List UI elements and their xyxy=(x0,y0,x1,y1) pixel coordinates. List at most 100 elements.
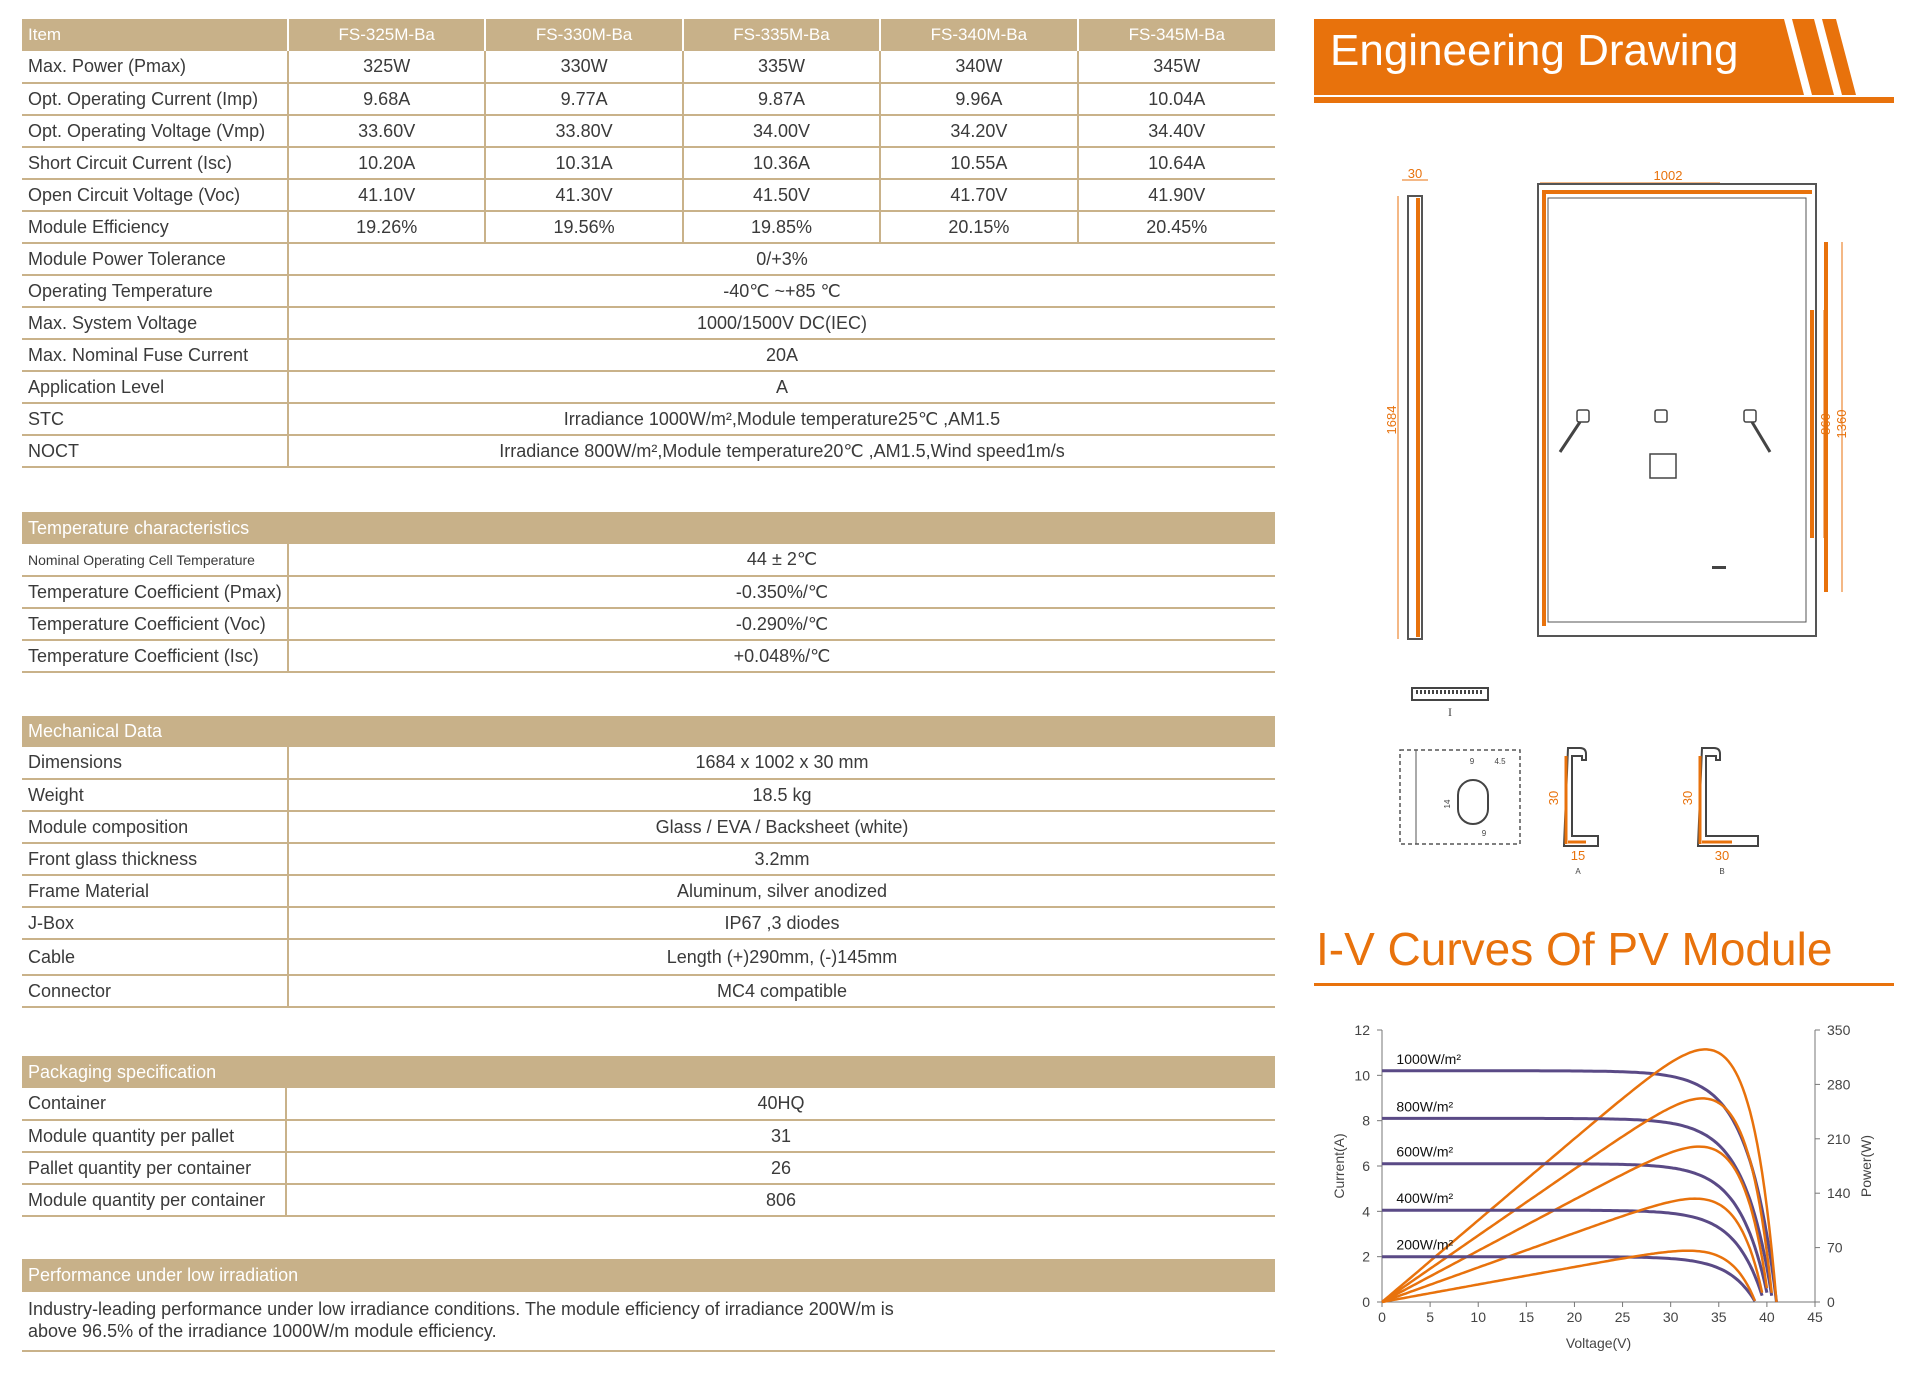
table-row: Module quantity per container 806 xyxy=(22,1184,1275,1217)
y2-tick-label: 280 xyxy=(1827,1076,1851,1092)
section-title: Mechanical Data xyxy=(22,716,288,747)
cell: 41.90V xyxy=(1076,179,1275,212)
cell: 10.64A xyxy=(1076,147,1275,180)
cell: 340W xyxy=(879,51,1078,84)
engineering-title: Engineering Drawing xyxy=(1330,26,1739,75)
cell: 44 ± 2℃ xyxy=(287,544,1275,577)
dim-860: 860 xyxy=(1818,413,1833,435)
series-label: 1000W/m² xyxy=(1396,1051,1461,1067)
cell: 20.15% xyxy=(879,211,1078,244)
profile-a-height: 30 xyxy=(1546,791,1561,805)
detail-9b: 9 xyxy=(1482,829,1487,838)
header-cell: FS-340M-Ba xyxy=(879,19,1078,51)
table-row: Max. System Voltage 1000/1500V DC(IEC) xyxy=(22,307,1275,340)
iv-curve xyxy=(1382,1116,1774,1297)
header-cell: Item xyxy=(22,19,288,51)
cell: A xyxy=(287,371,1275,404)
x-tick-label: 10 xyxy=(1470,1309,1486,1325)
packaging-table: Packaging specification Container 40HQ M… xyxy=(22,1056,1275,1217)
divider xyxy=(22,1350,1275,1352)
header-cell: FS-345M-Ba xyxy=(1076,19,1275,51)
row-label: Front glass thickness xyxy=(22,843,288,876)
performance-line-1: Industry-leading performance under low i… xyxy=(28,1299,894,1319)
x-tick-label: 0 xyxy=(1378,1309,1386,1325)
table-row: Operating Temperature -40℃ ~+85 ℃ xyxy=(22,275,1275,308)
table-row: STC Irradiance 1000W/m²,Module temperatu… xyxy=(22,403,1275,436)
row-label: Weight xyxy=(22,779,288,812)
row-label: Frame Material xyxy=(22,875,288,908)
cell: 41.50V xyxy=(681,179,881,212)
iv-curve xyxy=(1382,1255,1757,1302)
table-row: J-Box IP67 ,3 diodes xyxy=(22,907,1275,940)
x-tick-label: 15 xyxy=(1519,1309,1535,1325)
y-tick-label: 4 xyxy=(1362,1203,1370,1219)
y2-axis-label: Power(W) xyxy=(1858,1135,1874,1197)
engineering-banner xyxy=(1314,19,1894,103)
x-tick-label: 35 xyxy=(1711,1309,1727,1325)
section-header: Packaging specification xyxy=(22,1056,1275,1088)
table-row: Cable Length (+)290mm, (-)145mm xyxy=(22,939,1275,976)
y-tick-label: 0 xyxy=(1362,1294,1370,1310)
cell: 34.00V xyxy=(681,115,881,148)
row-label: Cable xyxy=(22,939,288,976)
profile-a-width: 15 xyxy=(1571,848,1585,863)
row-label: Pallet quantity per container xyxy=(22,1152,286,1185)
performance-text: Industry-leading performance under low i… xyxy=(22,1292,994,1350)
header-cell: FS-335M-Ba xyxy=(681,19,881,51)
cell: 9.68A xyxy=(286,83,486,116)
row-label: Temperature Coefficient (Pmax) xyxy=(22,576,288,609)
x-tick-label: 20 xyxy=(1567,1309,1583,1325)
cell: 41.70V xyxy=(879,179,1078,212)
table-row: Temperature Coefficient (Pmax) -0.350%/℃ xyxy=(22,576,1275,609)
table-row: Short Circuit Current (Isc) 10.20A 10.31… xyxy=(22,147,1275,180)
dim-1360: 1360 xyxy=(1834,410,1849,439)
cell: Glass / EVA / Backsheet (white) xyxy=(287,811,1275,844)
y2-tick-label: 70 xyxy=(1827,1240,1843,1256)
series-label: 800W/m² xyxy=(1396,1098,1453,1114)
row-label: Module composition xyxy=(22,811,288,844)
row-label: Max. System Voltage xyxy=(22,307,288,340)
row-label: Temperature Coefficient (Voc) xyxy=(22,608,288,641)
table-row: Max. Nominal Fuse Current 20A xyxy=(22,339,1275,372)
power-curve xyxy=(1381,1197,1764,1304)
spec-table: Item FS-325M-Ba FS-330M-Ba FS-335M-Ba FS… xyxy=(22,19,1275,468)
iv-curve xyxy=(1382,1208,1764,1297)
row-label: Open Circuit Voltage (Voc) xyxy=(22,179,288,212)
cell: 10.31A xyxy=(484,147,683,180)
row-label: NOCT xyxy=(22,435,288,468)
row-label: Container xyxy=(22,1088,286,1121)
table-row: Nominal Operating Cell Temperature 44 ± … xyxy=(22,544,1275,577)
cell: -0.350%/℃ xyxy=(287,576,1275,609)
cell: 20A xyxy=(287,339,1275,372)
cell: Length (+)290mm, (-)145mm xyxy=(287,939,1275,976)
cell: 19.56% xyxy=(484,211,683,244)
y-tick-label: 12 xyxy=(1354,1022,1370,1038)
dim-side-width: 30 xyxy=(1408,166,1422,181)
x-axis-label: Voltage(V) xyxy=(1566,1335,1631,1351)
profile-b-label: B xyxy=(1719,867,1724,876)
cell: 19.26% xyxy=(286,211,486,244)
table-row: Temperature Coefficient (Isc) +0.048%/℃ xyxy=(22,640,1275,673)
cell: 806 xyxy=(285,1184,1275,1217)
table-row: Connector MC4 compatible xyxy=(22,975,1275,1008)
iv-chart: 0 5 10 15 20 25 30 35 40 450246810120701402102803… xyxy=(1331,1022,1874,1351)
table-row: Module Efficiency 19.26% 19.56% 19.85% 2… xyxy=(22,211,1275,244)
row-label: Module quantity per pallet xyxy=(22,1120,286,1153)
row-label: Application Level xyxy=(22,371,288,404)
section-title: Performance under low irradiation xyxy=(22,1259,1275,1292)
cell: Irradiance 800W/m²,Module temperature20℃… xyxy=(287,435,1275,468)
table-row: NOCT Irradiance 800W/m²,Module temperatu… xyxy=(22,435,1275,468)
y2-tick-label: 140 xyxy=(1827,1185,1851,1201)
table-row: Open Circuit Voltage (Voc) 41.10V 41.30V… xyxy=(22,179,1275,212)
y2-tick-label: 350 xyxy=(1827,1022,1851,1038)
engineering-drawing: 30 1684 1002 860 1360 I 9 xyxy=(1384,166,1849,876)
row-label: Opt. Operating Current (Imp) xyxy=(22,83,288,116)
cell: 325W xyxy=(286,51,486,84)
row-label: Short Circuit Current (Isc) xyxy=(22,147,288,180)
cell: 41.30V xyxy=(484,179,683,212)
row-label: J-Box xyxy=(22,907,288,940)
series-label: 400W/m² xyxy=(1396,1190,1453,1206)
front-view: 1002 860 1360 xyxy=(1537,168,1849,637)
cell: 20.45% xyxy=(1076,211,1275,244)
cell: 33.60V xyxy=(286,115,486,148)
